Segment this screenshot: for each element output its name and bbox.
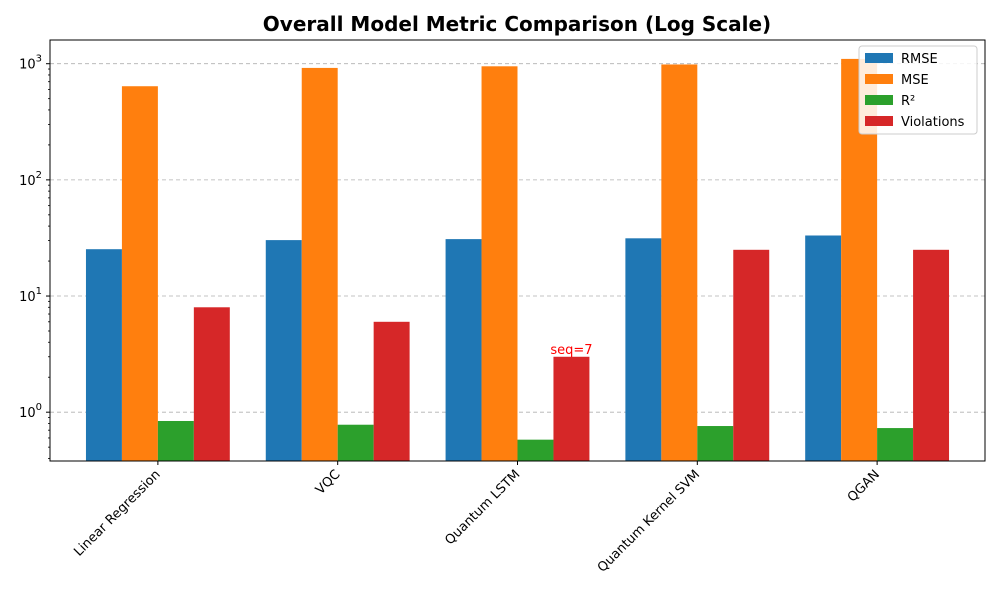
- bar-violations-4: [913, 249, 950, 461]
- y-tick-label: 102: [19, 170, 42, 189]
- y-tick-label: 101: [19, 286, 42, 305]
- bar-r--1: [337, 424, 374, 461]
- legend-label: MSE: [901, 73, 929, 88]
- bar-violations-2: [553, 356, 590, 461]
- bar-mse-0: [121, 86, 158, 461]
- bar-mse-3: [661, 64, 698, 462]
- bar-r--0: [157, 420, 194, 461]
- bar-violations-0: [193, 307, 230, 461]
- legend-swatch: [865, 74, 893, 84]
- bar-rmse-4: [805, 235, 842, 461]
- chart-title: Overall Model Metric Comparison (Log Sca…: [263, 12, 771, 36]
- y-tick-label: 100: [19, 402, 42, 421]
- legend-label: Violations: [901, 115, 965, 130]
- bar-rmse-1: [265, 240, 302, 461]
- bar-rmse-2: [445, 239, 482, 461]
- bar-mse-2: [481, 66, 518, 461]
- legend: RMSE MSE R² Violations: [858, 45, 978, 135]
- bar-annotation: seq=7: [550, 343, 592, 358]
- legend-label: R²: [901, 94, 915, 109]
- bar-rmse-3: [625, 238, 662, 461]
- bar-r--3: [697, 426, 734, 461]
- bar-r--2: [517, 439, 554, 461]
- bar-rmse-0: [85, 249, 122, 461]
- y-axis: 100 101 102 103: [19, 54, 50, 459]
- bar-violations-3: [733, 249, 770, 461]
- legend-label: RMSE: [901, 52, 938, 67]
- legend-swatch: [865, 53, 893, 63]
- y-tick-label: 103: [19, 54, 42, 73]
- legend-swatch: [865, 95, 893, 105]
- bar-violations-1: [373, 321, 410, 461]
- bar-mse-1: [301, 67, 338, 462]
- legend-box: [858, 45, 978, 135]
- annotations: seq=7: [550, 343, 592, 358]
- bars: [85, 58, 950, 462]
- bar-r--4: [877, 428, 914, 461]
- legend-swatch: [865, 116, 893, 126]
